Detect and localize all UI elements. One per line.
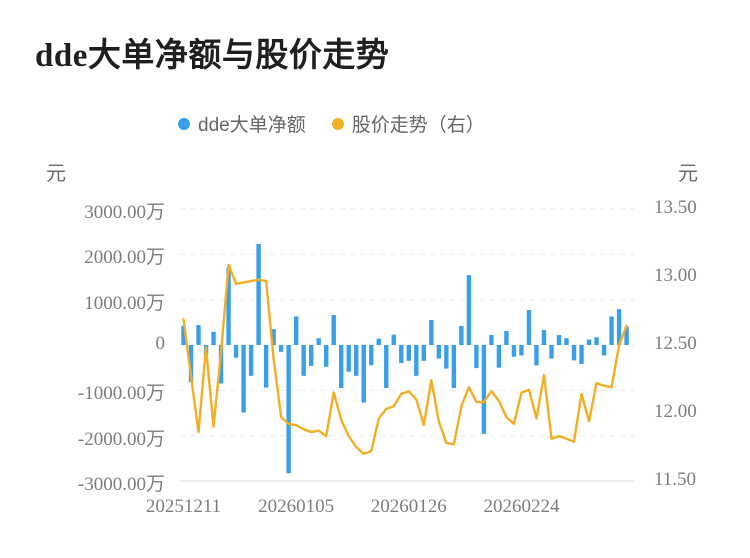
dde-net-bar: [181, 325, 186, 345]
x-axis-tick: 20260224: [483, 496, 560, 517]
line-series-dot-icon: [331, 117, 344, 130]
dde-net-bar: [549, 344, 554, 359]
dde-net-bar: [293, 316, 299, 345]
dde-net-bar: [526, 310, 532, 345]
dde-net-bar: [278, 344, 284, 352]
dde-net-bar: [248, 344, 254, 376]
left-axis-tick: 0: [155, 332, 166, 354]
price-line: [182, 263, 628, 455]
right-axis-tick: 11.50: [654, 469, 697, 490]
x-axis-tick: 20251211: [145, 496, 222, 517]
dde-net-bar: [451, 344, 457, 389]
dde-net-bar: [361, 344, 366, 403]
dde-net-bar: [459, 325, 464, 345]
dde-net-bar: [226, 267, 231, 345]
dde-net-bar: [218, 344, 224, 384]
legend-label-price-trend: 股价走势（右）: [351, 115, 485, 136]
dde-net-bar: [429, 320, 434, 345]
dde-net-bar: [233, 344, 239, 358]
dde-net-bar: [564, 338, 569, 345]
dde-net-bar: [579, 344, 584, 365]
dde-net-bar: [601, 344, 607, 356]
dde-net-bar: [339, 344, 344, 389]
dde-net-bar: [586, 339, 592, 345]
right-axis-tick: 12.00: [654, 401, 697, 422]
dde-net-bar: [466, 275, 472, 345]
left-axis-tick: 1000.00万: [84, 292, 165, 314]
dde-net-bar: [323, 344, 329, 367]
dde-net-bar: [196, 325, 201, 345]
dde-net-bar: [534, 344, 539, 366]
dde-net-bar: [286, 344, 291, 474]
dde-net-bar: [519, 344, 524, 356]
legend-label-dde-net: dde大单净额: [198, 115, 306, 136]
dde-net-bar: [241, 344, 246, 413]
legend-item-dde-net[interactable]: dde大单净额: [178, 110, 306, 137]
dde-net-bar: [391, 334, 396, 345]
dde-net-bar: [256, 243, 261, 345]
dde-net-bar: [421, 344, 427, 361]
dde-net-bar: [211, 331, 216, 345]
dde-net-bar: [316, 338, 321, 345]
dde-net-bar: [474, 344, 479, 369]
left-axis-tick: -2000.00万: [77, 428, 165, 450]
dde-net-bar: [481, 344, 487, 434]
dde-net-bar: [369, 344, 374, 366]
dde-net-bar: [489, 335, 494, 345]
dde-net-bar: [496, 344, 502, 368]
left-axis-tick: 2000.00万: [84, 247, 165, 269]
right-axis-tick: 13.00: [654, 265, 697, 286]
dde-net-bar: [616, 309, 622, 345]
dde-net-bar: [511, 344, 517, 357]
right-axis-tick: 13.50: [654, 197, 697, 218]
dde-net-bar: [609, 316, 614, 345]
chart-title: dde大单净额与股价走势: [35, 38, 390, 74]
dde-net-bar: [436, 344, 442, 359]
dde-net-bar: [308, 344, 314, 366]
left-axis-tick: 3000.00万: [84, 202, 165, 223]
dde-net-bar: [301, 344, 306, 376]
x-axis-tick: 20260126: [370, 496, 447, 517]
dde-net-bar: [331, 315, 336, 345]
dde-net-bar: [188, 344, 194, 383]
x-axis-tick: 20260105: [258, 496, 335, 517]
dde-net-bar: [384, 344, 389, 389]
dde-net-bar: [444, 344, 449, 369]
dde-net-bar: [263, 344, 269, 388]
dde-net-bar: [556, 335, 562, 345]
left-axis-tick: -3000.00万: [77, 473, 165, 495]
bar-series-dot-icon: [178, 117, 190, 130]
dde-net-bar: [624, 326, 629, 345]
right-axis-unit: 元: [678, 163, 698, 185]
dde-net-bar: [594, 337, 599, 345]
dde-net-bar: [271, 329, 276, 345]
dde-net-bar: [504, 330, 509, 345]
dde-net-bar: [376, 338, 381, 345]
left-axis-tick: -1000.00万: [77, 383, 165, 405]
legend-item-price-trend[interactable]: 股价走势（右）: [331, 110, 485, 137]
dde-net-bar: [399, 344, 404, 364]
dde-net-bar: [414, 344, 419, 376]
dde-net-bar: [406, 344, 411, 361]
legend: dde大单净额 股价走势（右）: [178, 110, 485, 137]
dde-net-bar: [346, 344, 351, 372]
dde-net-bar: [354, 344, 359, 376]
right-axis-tick: 12.50: [654, 333, 697, 354]
dde-net-bar: [571, 344, 577, 361]
left-axis-unit: 元: [46, 163, 66, 185]
dde-net-bar: [541, 330, 547, 345]
